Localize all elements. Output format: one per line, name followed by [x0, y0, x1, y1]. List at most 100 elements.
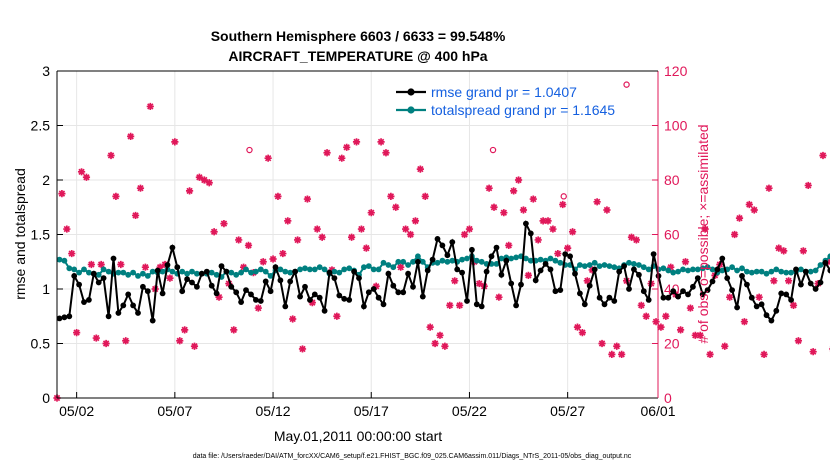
rmse-point [636, 271, 642, 278]
obs-assimilated-marker [333, 312, 341, 320]
obs-assimilated-marker [662, 312, 670, 320]
legend-rmse-marker [407, 88, 415, 96]
totalspread-point [699, 265, 706, 272]
obs-assimilated-marker [510, 187, 518, 195]
rmse-point [439, 242, 446, 249]
totalspread-point [807, 268, 814, 275]
obs-assimilated-marker [176, 337, 184, 345]
obs-assimilated-marker [239, 263, 248, 271]
rmse-point [557, 287, 564, 293]
rmse-point [493, 244, 500, 251]
totalspread-point [645, 266, 652, 273]
rmse-point [616, 268, 623, 275]
obs-assimilated-marker [146, 102, 154, 111]
totalspread-point [297, 266, 303, 273]
totalspread-point [763, 270, 770, 277]
obs-assimilated-marker [352, 138, 361, 146]
chart-title-line-2: AIRCRAFT_TEMPERATURE @ 400 hPa [228, 48, 487, 64]
rmse-point [253, 297, 259, 303]
obs-assimilated-marker [402, 225, 410, 233]
rmse-point [233, 289, 240, 296]
rmse-point [459, 269, 465, 276]
totalspread-point [719, 267, 726, 274]
rmse-point [552, 288, 559, 295]
y-right-tick-label: 0 [664, 390, 672, 406]
rmse-point [365, 289, 372, 296]
totalspread-point [208, 269, 215, 276]
obs-assimilated-marker [357, 225, 366, 233]
rmse-point [321, 307, 328, 314]
obs-assimilated-marker [411, 217, 420, 225]
rmse-point [331, 275, 338, 281]
obs-assimilated-marker [308, 299, 316, 307]
rmse-point [257, 298, 264, 304]
rmse-point [694, 275, 701, 281]
totalspread-point [680, 266, 686, 273]
obs-assimilated-marker [274, 192, 282, 200]
legend: rmse grand pr = 1.0407 totalspread grand… [396, 84, 615, 118]
obs-assimilated-marker [730, 230, 739, 239]
rmse-point [228, 283, 235, 290]
obs-assimilated-marker [755, 293, 763, 301]
totalspread-point [788, 269, 794, 276]
rmse-point [729, 287, 735, 293]
rmse-point [601, 301, 608, 308]
rmse-point [542, 261, 549, 267]
rmse-point [429, 256, 436, 263]
obs-assimilated-marker [785, 277, 793, 285]
totalspread-point [71, 266, 78, 273]
rmse-point [734, 304, 740, 311]
obs-assimilated-marker [505, 241, 513, 249]
totalspread-point [817, 262, 824, 268]
totalspread-point [577, 262, 583, 268]
totalspread-point [361, 264, 367, 271]
totalspread-point [464, 255, 470, 262]
rmse-point [513, 302, 519, 309]
totalspread-point [685, 267, 691, 274]
totalspread-point [748, 269, 755, 276]
rmse-point [454, 266, 461, 273]
totalspread-point [346, 265, 353, 272]
rmse-point [581, 301, 588, 308]
x-axis-label: May.01,2011 00:00:00 start [274, 428, 442, 444]
obs-assimilated-marker [780, 247, 788, 255]
totalspread-point [238, 269, 245, 276]
obs-assimilated-marker [539, 217, 547, 225]
x-tick-label: 05/27 [550, 403, 585, 419]
obs-possible-marker [489, 146, 497, 154]
rmse-point [361, 303, 367, 310]
totalspread-point [76, 269, 82, 276]
obs-assimilated-marker [230, 326, 238, 334]
rmse-point [302, 283, 308, 290]
x-tick-label: 05/07 [157, 403, 192, 419]
totalspread-point [739, 265, 745, 272]
rmse-point [631, 266, 637, 273]
rmse-point [527, 230, 534, 237]
totalspread-point [581, 263, 588, 269]
obs-assimilated-marker [618, 350, 626, 358]
rmse-point [110, 255, 117, 262]
rmse-point [267, 288, 274, 295]
rmse-point [164, 262, 171, 268]
obs-assimilated-marker [156, 263, 164, 271]
obs-assimilated-marker [127, 132, 135, 140]
rmse-point [498, 271, 505, 278]
totalspread-point [798, 266, 804, 273]
rmse-point [311, 291, 318, 298]
rmse-point [483, 268, 490, 275]
y-left-tick-label: 2 [42, 172, 50, 188]
totalspread-point [262, 268, 269, 275]
rmse-point [351, 268, 357, 275]
totalspread-point [493, 261, 500, 267]
obs-assimilated-marker [750, 206, 758, 214]
totalspread-point [626, 259, 632, 266]
rmse-point [748, 294, 755, 301]
rmse-point [606, 294, 613, 301]
rmse-point [827, 267, 830, 274]
obs-assimilated-marker [298, 345, 307, 353]
totalspread-point [665, 267, 672, 274]
obs-assimilated-marker [775, 244, 783, 252]
rmse-point [336, 292, 343, 299]
obs-assimilated-marker [603, 206, 611, 214]
obs-assimilated-marker [348, 233, 356, 241]
